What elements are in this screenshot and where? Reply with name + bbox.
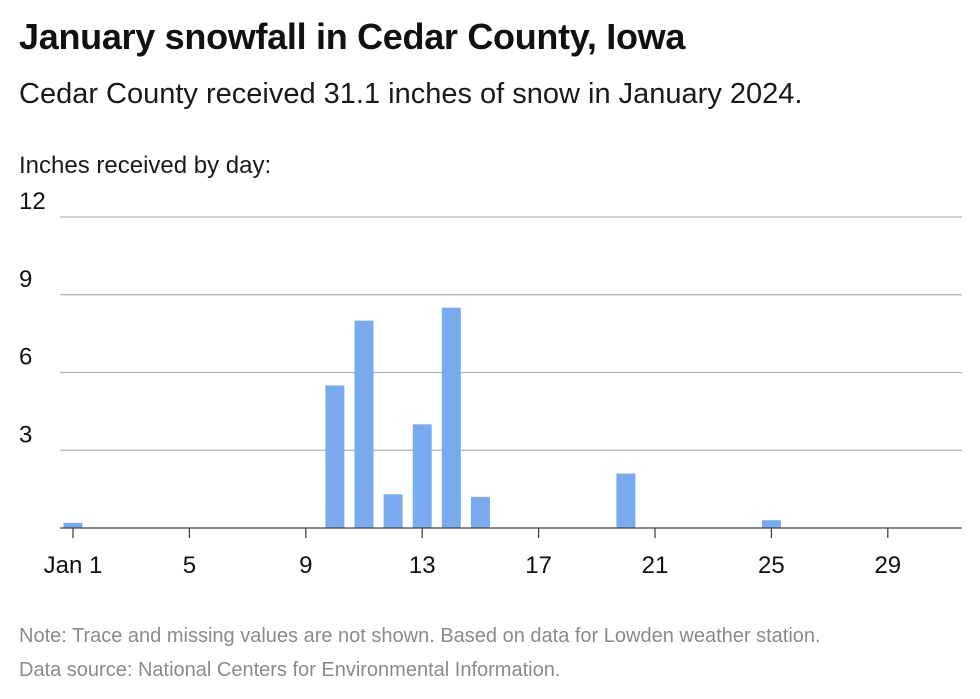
x-tick-label: 21 (642, 552, 669, 579)
bar (354, 320, 374, 528)
bar (441, 307, 461, 528)
bars (63, 307, 781, 528)
bar (616, 473, 636, 528)
chart-subtitle: Cedar County received 31.1 inches of sno… (19, 78, 803, 110)
gridlines (60, 216, 962, 451)
chart-title: January snowfall in Cedar County, Iowa (19, 16, 686, 57)
y-tick-label: 12 (19, 188, 46, 215)
footnote-note: Note: Trace and missing values are not s… (19, 625, 821, 647)
x-tick-label: 29 (874, 552, 901, 579)
y-ticks: 3 6 9 12 (19, 188, 46, 448)
y-axis-label: Inches received by day: (19, 152, 272, 179)
x-tick-label: 9 (299, 552, 312, 579)
bar (63, 522, 83, 528)
y-tick-label: 9 (19, 266, 32, 293)
bar (383, 494, 403, 528)
bar (761, 520, 781, 528)
bar (325, 385, 345, 528)
footnote-source: Data source: National Centers for Enviro… (19, 659, 561, 681)
x-tick-label: Jan 1 (44, 552, 103, 579)
x-axis: Jan 1 5 9 13 17 21 25 29 (44, 527, 962, 579)
x-tick-label: 25 (758, 552, 785, 579)
bar (412, 424, 432, 528)
y-tick-label: 6 (19, 344, 32, 371)
x-tick-label: 17 (525, 552, 552, 579)
snowfall-bar-chart: Jan 1 5 9 13 17 21 25 29 3 6 9 12 (19, 188, 962, 579)
y-tick-label: 3 (19, 421, 32, 448)
footnotes: Note: Trace and missing values are not s… (19, 619, 821, 687)
x-tick-label: 13 (409, 552, 436, 579)
x-tick-label: 5 (183, 552, 196, 579)
bar (470, 496, 490, 528)
